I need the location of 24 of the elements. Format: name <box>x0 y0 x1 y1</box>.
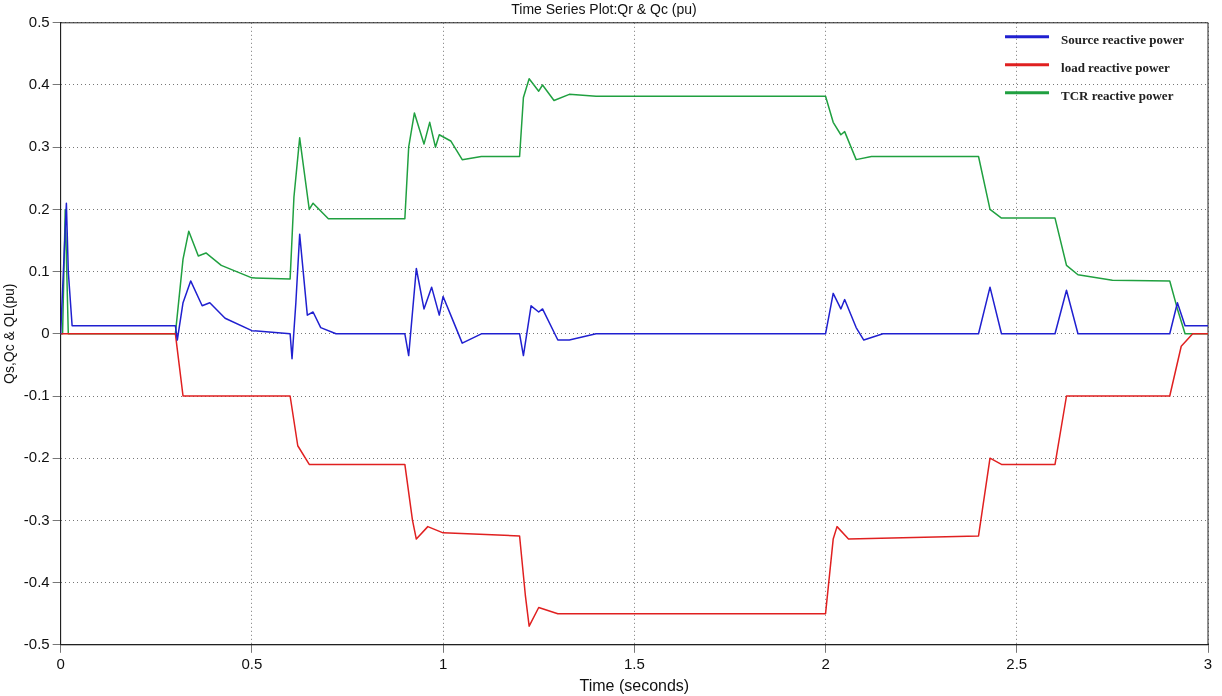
legend-label: TCR reactive power <box>1061 88 1174 104</box>
legend-label: Source reactive power <box>1061 32 1185 48</box>
y-tick-label: 0.5 <box>28 12 50 30</box>
x-axis-title: Time (seconds) <box>579 676 690 694</box>
y-tick-label: -0.3 <box>23 510 50 528</box>
y-tick-label: -0.4 <box>23 572 50 590</box>
y-tick-label: 0.4 <box>28 75 50 93</box>
y-tick-label: -0.1 <box>23 386 50 404</box>
y-tick-label: -0.5 <box>23 634 50 652</box>
x-tick-label: 3 <box>1203 654 1213 672</box>
x-tick-label: 1 <box>438 654 448 672</box>
y-axis-title: Qs,Qc & QL(pu) <box>1 283 18 384</box>
x-tick-label: 1.5 <box>623 654 645 672</box>
legend-label: load reactive power <box>1061 60 1171 76</box>
y-tick-label: 0.1 <box>28 261 50 279</box>
x-tick-label: 2.5 <box>1006 654 1028 672</box>
x-tick-label: 0 <box>56 654 65 672</box>
x-tick-label: 2 <box>821 654 830 672</box>
y-tick-label: -0.2 <box>23 448 50 466</box>
y-tick-label: 0 <box>41 323 50 341</box>
y-tick-label: 0.2 <box>28 199 50 217</box>
chart-title: Time Series Plot:Qr & Qc (pu) <box>511 1 697 18</box>
x-tick-label: 0.5 <box>241 654 263 672</box>
y-tick-label: 0.3 <box>28 137 50 155</box>
